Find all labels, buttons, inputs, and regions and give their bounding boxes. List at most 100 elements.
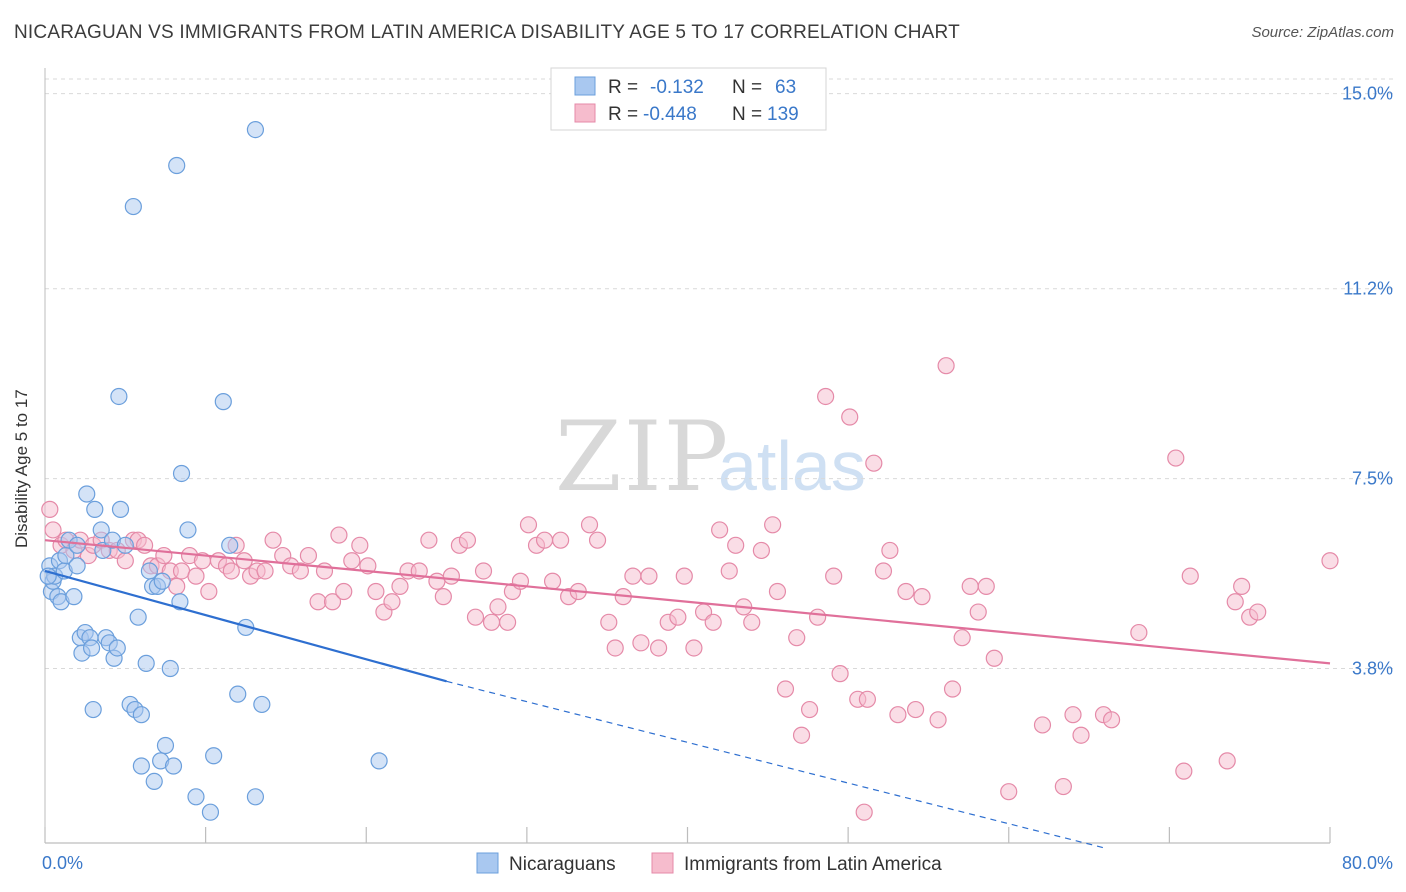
data-point-nicaraguans: [370, 752, 388, 770]
data-point-immigrants: [675, 567, 693, 585]
data-point-nicaraguans: [156, 736, 175, 755]
y-tick-label: 11.2%: [1343, 279, 1393, 299]
legend-n-value-1: 63: [775, 77, 796, 98]
data-point-immigrants: [1064, 706, 1082, 724]
data-point-immigrants: [953, 629, 971, 647]
legend-r-label-1: R =: [608, 77, 638, 98]
data-point-immigrants: [1226, 593, 1244, 611]
data-point-immigrants: [977, 577, 995, 595]
watermark: ZIP atlas: [555, 401, 866, 513]
legend-swatch-pink: [574, 103, 596, 123]
data-point-immigrants: [330, 526, 348, 544]
data-point-nicaraguans: [145, 772, 163, 791]
data-point-nicaraguans: [92, 521, 110, 539]
data-point-immigrants: [41, 500, 59, 518]
bottom-legend-swatch-nicaraguans: [476, 852, 499, 874]
data-point-immigrants: [1072, 726, 1090, 744]
data-point-immigrants: [874, 562, 893, 580]
data-point-immigrants: [685, 639, 703, 657]
data-point-immigrants: [776, 680, 795, 698]
data-point-nicaraguans: [164, 757, 183, 775]
data-point-nicaraguans: [82, 639, 101, 657]
data-point-immigrants: [792, 726, 811, 744]
y-tick-label: 7.5%: [1352, 469, 1393, 489]
y-tick-label: 15.0%: [1342, 84, 1393, 104]
data-point-immigrants: [606, 639, 624, 657]
data-point-nicaraguans: [201, 803, 220, 821]
bottom-legend-swatch-immigrants: [651, 852, 674, 874]
data-point-immigrants: [1054, 777, 1072, 796]
data-point-immigrants: [367, 582, 385, 601]
data-point-immigrants: [588, 531, 607, 549]
legend-n-label-1: N =: [732, 77, 762, 98]
data-point-immigrants: [831, 665, 849, 683]
data-point-immigrants: [466, 608, 485, 626]
data-point-immigrants: [222, 562, 240, 580]
data-point-immigrants: [172, 562, 191, 580]
data-point-nicaraguans: [214, 393, 232, 411]
data-point-immigrants: [309, 593, 327, 611]
data-point-immigrants: [1218, 752, 1236, 770]
data-point-immigrants: [624, 567, 642, 585]
data-point-immigrants: [704, 613, 722, 631]
trend-line-nicaraguans: [44, 569, 447, 683]
x-tick-label-min: 0.0%: [42, 853, 83, 873]
data-point-nicaraguans: [124, 197, 142, 216]
data-point-immigrants: [825, 567, 843, 585]
bottom-legend-immigrants: Immigrants from Latin America: [684, 854, 942, 875]
bottom-legend-nicaraguans: Nicaraguans: [509, 854, 616, 875]
data-point-nicaraguans: [246, 120, 265, 139]
data-point-nicaraguans: [140, 562, 159, 580]
data-point-immigrants: [649, 639, 668, 657]
series-legend: Nicaraguans Immigrants from Latin Americ…: [476, 852, 942, 875]
chart-title: NICARAGUAN VS IMMIGRANTS FROM LATIN AMER…: [14, 22, 960, 43]
data-point-immigrants: [913, 588, 931, 606]
data-point-nicaraguans: [132, 757, 150, 775]
data-point-immigrants: [474, 562, 493, 580]
data-point-nicaraguans: [108, 639, 126, 657]
data-point-immigrants: [489, 598, 507, 616]
data-point-immigrants: [600, 613, 618, 631]
data-point-immigrants: [187, 567, 205, 585]
data-point-nicaraguans: [111, 500, 130, 518]
data-point-immigrants: [256, 562, 274, 580]
data-point-immigrants: [343, 552, 361, 570]
x-ticks: [44, 827, 1331, 843]
data-point-immigrants: [323, 593, 342, 611]
data-point-nicaraguans: [132, 706, 150, 724]
data-point-immigrants: [906, 700, 925, 719]
data-point-nicaraguans: [179, 521, 197, 539]
data-point-immigrants: [1033, 716, 1052, 734]
data-point-immigrants: [961, 577, 979, 595]
data-point-nicaraguans: [221, 536, 239, 554]
data-point-immigrants: [855, 803, 873, 821]
y-tick-labels: 3.8% 7.5% 11.2% 15.0%: [1342, 84, 1393, 679]
data-point-immigrants: [434, 588, 452, 606]
y-tick-label: 3.8%: [1352, 658, 1393, 678]
data-point-immigrants: [788, 629, 806, 647]
data-point-immigrants: [817, 387, 835, 406]
data-point-immigrants: [383, 593, 401, 611]
stats-legend: R = -0.132 N = 63 R = -0.448 N = 139: [550, 67, 827, 131]
data-point-nicaraguans: [187, 788, 205, 806]
data-point-nicaraguans: [229, 685, 247, 703]
data-point-immigrants: [552, 531, 570, 549]
trend-line-nicaraguans-extrapolated: [446, 680, 1106, 849]
watermark-zip: ZIP: [555, 401, 730, 513]
data-point-immigrants: [768, 582, 787, 601]
data-point-immigrants: [809, 608, 827, 626]
data-point-immigrants: [428, 572, 446, 590]
data-point-immigrants: [889, 706, 907, 724]
data-point-immigrants: [1181, 567, 1199, 585]
data-point-nicaraguans: [65, 588, 83, 606]
data-point-immigrants: [929, 711, 947, 729]
data-point-immigrants: [841, 408, 859, 426]
data-point-immigrants: [897, 582, 915, 601]
data-point-immigrants: [1167, 449, 1185, 467]
data-point-immigrants: [519, 516, 538, 534]
data-point-immigrants: [1249, 603, 1267, 621]
data-point-immigrants: [391, 577, 409, 595]
data-point-immigrants: [865, 454, 883, 472]
data-point-immigrants: [943, 680, 962, 698]
